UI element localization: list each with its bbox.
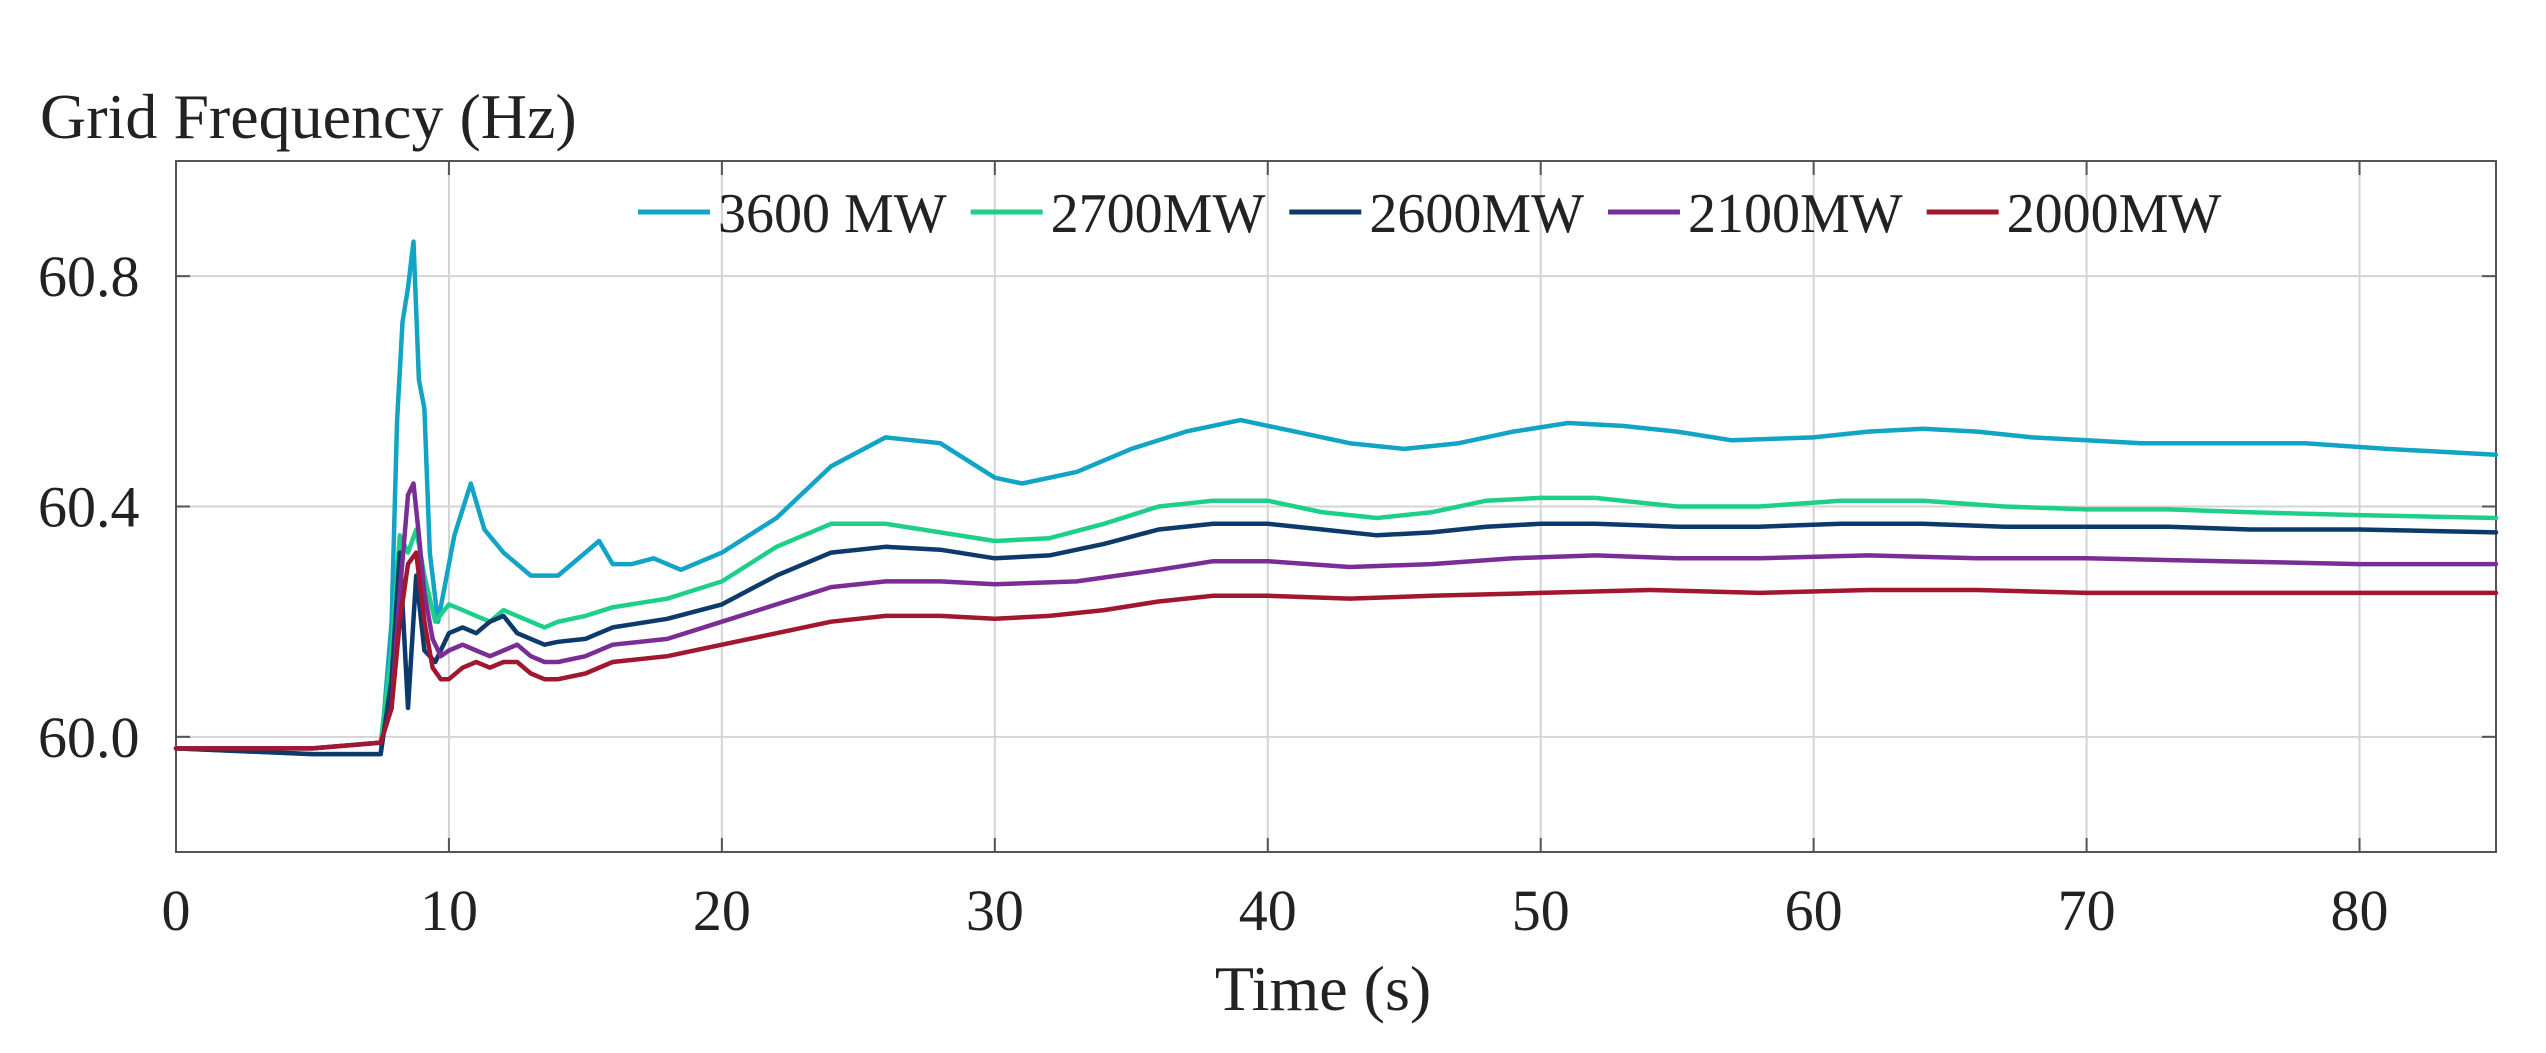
series-line-3600mw xyxy=(173,239,2499,757)
legend-item: 2000MW xyxy=(1926,183,2222,245)
legend-item: 2100MW xyxy=(1607,183,1903,245)
legend-item: 3600 MW xyxy=(638,183,947,245)
x-tick-label: 30 xyxy=(966,878,1024,943)
x-tick-label: 70 xyxy=(2058,878,2116,943)
y-tick-label: 60.4 xyxy=(38,475,140,540)
legend-item: 2600MW xyxy=(1289,183,1584,245)
y-tick-label: 60.8 xyxy=(38,244,140,309)
legend-label: 2100MW xyxy=(1688,183,1903,245)
x-tick-label: 60 xyxy=(1785,878,1843,943)
y-tick-labels: 60.0 60.4 60.8 xyxy=(38,244,140,770)
x-tick-label: 40 xyxy=(1239,878,1297,943)
legend-label: 2000MW xyxy=(2007,183,2222,245)
x-tick-label: 10 xyxy=(420,878,478,943)
y-tick-label: 60.0 xyxy=(38,705,140,770)
x-tick-label: 0 xyxy=(162,878,191,943)
series-lines xyxy=(173,239,2499,757)
series-line-2000mw xyxy=(173,550,2499,751)
x-tick-label: 80 xyxy=(2331,878,2389,943)
x-axis-title: Time (s) xyxy=(1215,953,1431,1024)
legend-label: 3600 MW xyxy=(718,183,947,245)
x-tick-labels: 0 10 20 30 40 50 60 70 80 xyxy=(162,878,2389,943)
legend-label: 2600MW xyxy=(1369,183,1584,245)
legend-label: 2700MW xyxy=(1051,183,1266,245)
axis-ticks xyxy=(175,161,2496,852)
x-tick-label: 20 xyxy=(693,878,751,943)
legend: 3600 MW 2700MW 2600MW 2100MW 2000MW xyxy=(638,183,2221,245)
x-tick-label: 50 xyxy=(1512,878,1570,943)
grid-lines xyxy=(176,161,2496,852)
series-line-2100mw xyxy=(173,481,2499,751)
y-axis-title: Grid Frequency (Hz) xyxy=(40,81,577,152)
legend-item: 2700MW xyxy=(970,183,1266,245)
series-line-2700mw xyxy=(173,495,2499,751)
